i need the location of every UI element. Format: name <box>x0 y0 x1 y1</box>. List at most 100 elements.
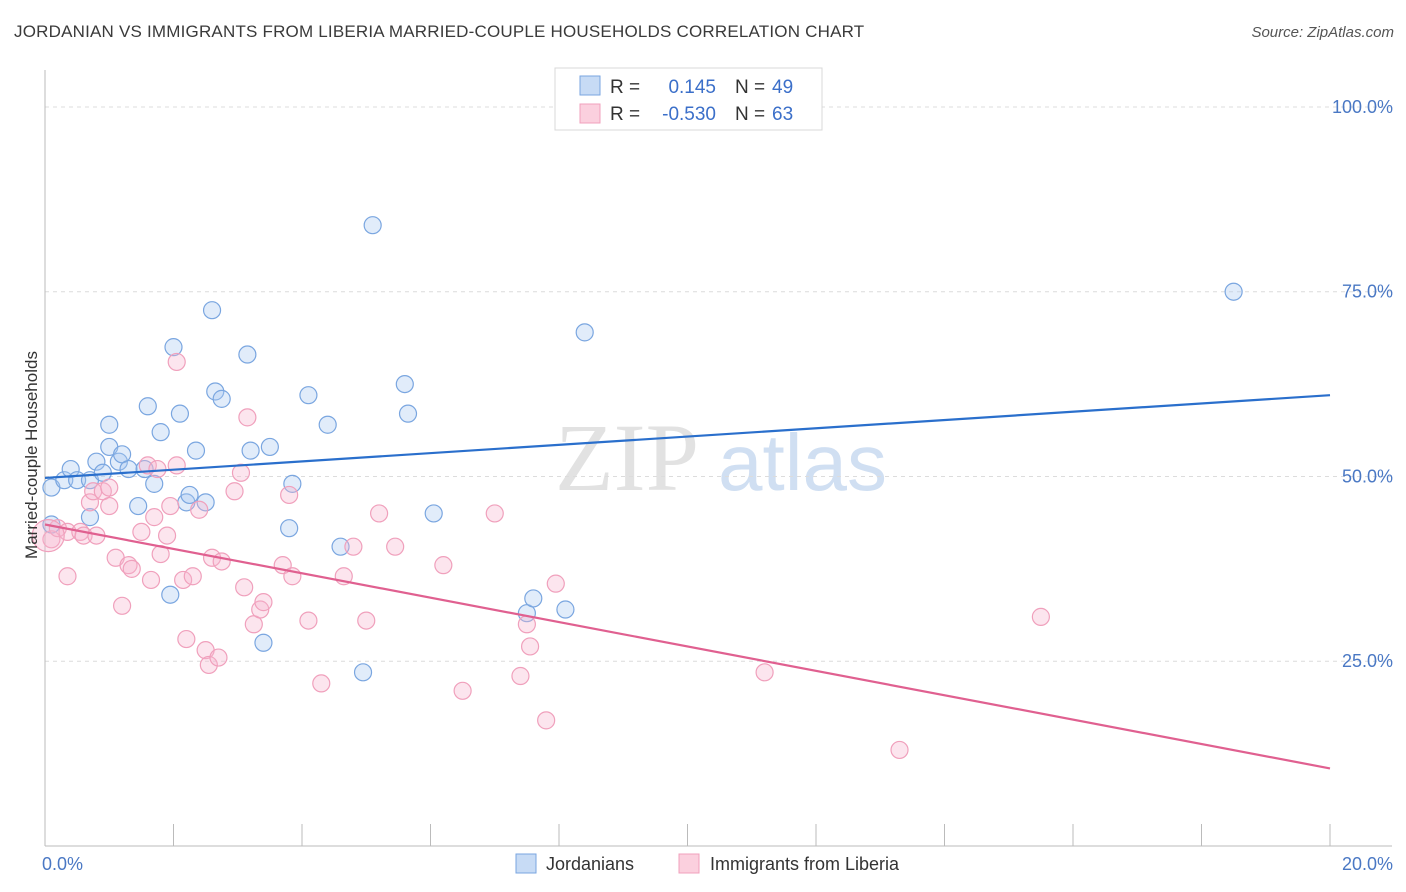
point-liberia-26 <box>174 570 193 590</box>
point-jordanians-36 <box>318 415 337 434</box>
point-liberia-53 <box>453 681 472 700</box>
point-jordanians-29 <box>238 345 257 364</box>
point-liberia-52 <box>434 556 453 575</box>
chart-title: JORDANIAN VS IMMIGRANTS FROM LIBERIA MAR… <box>14 22 865 41</box>
point-liberia-62 <box>1031 607 1050 626</box>
point-jordanians-30 <box>241 441 260 460</box>
point-jordanians-27 <box>206 382 225 401</box>
point-liberia-51 <box>386 537 405 556</box>
point-liberia-35 <box>225 482 244 501</box>
x-tick-label-1: 20.0% <box>1342 854 1393 874</box>
x-tick-label-0: 0.0% <box>42 854 83 874</box>
point-jordanians-33 <box>280 519 299 538</box>
point-liberia-49 <box>357 611 376 630</box>
point-liberia-48 <box>344 537 363 556</box>
point-jordanians-17 <box>145 474 164 493</box>
point-jordanians-3 <box>61 459 80 479</box>
point-liberia-17 <box>138 456 157 475</box>
y-tick-label-2: 50.0% <box>1342 466 1393 486</box>
point-liberia-24 <box>167 456 186 475</box>
stats-legend-r-label-1: R = <box>610 77 640 98</box>
point-liberia-15 <box>122 559 141 578</box>
point-liberia-37 <box>235 578 254 597</box>
point-liberia-11 <box>100 496 119 516</box>
point-jordanians-18 <box>151 423 170 442</box>
y-tick-label-1: 75.0% <box>1342 282 1393 302</box>
stats-legend-r-value-1: 0.145 <box>668 77 716 98</box>
y-tick-label-3: 25.0% <box>1342 651 1393 671</box>
series-legend-swatch-liberia <box>678 853 700 874</box>
axes <box>44 70 1392 847</box>
trend-layer <box>44 394 1331 770</box>
stats-legend-n-label-1: N = <box>735 77 765 98</box>
point-jordanians-13 <box>119 459 138 479</box>
point-liberia-60 <box>755 663 774 682</box>
point-jordanians-7 <box>87 452 106 471</box>
point-liberia-10 <box>100 478 119 497</box>
point-liberia-55 <box>511 666 530 686</box>
point-liberia-43 <box>280 485 299 505</box>
point-jordanians-38 <box>353 663 373 682</box>
stats-legend-n-value-2: 63 <box>772 104 793 125</box>
point-liberia-33 <box>209 648 228 667</box>
point-liberia-59 <box>546 574 565 593</box>
point-jordanians-46 <box>575 323 594 342</box>
watermark-atlas: atlas <box>718 418 887 507</box>
point-liberia-13 <box>112 596 132 615</box>
point-jordanians-28 <box>212 389 231 408</box>
trend-line-jordanians <box>44 394 1331 480</box>
point-jordanians-20 <box>164 338 183 357</box>
point-jordanians-26 <box>202 301 222 320</box>
point-liberia-3 <box>58 567 77 586</box>
point-liberia-61 <box>890 740 909 760</box>
point-jordanians-23 <box>180 485 199 505</box>
source-credit: Source: ZipAtlas.com <box>1251 24 1394 41</box>
point-liberia-56 <box>517 615 536 634</box>
stats-legend-n-label-2: N = <box>735 104 765 125</box>
gridlines <box>45 106 1392 662</box>
point-jordanians-21 <box>170 404 190 423</box>
point-liberia-38 <box>238 408 257 427</box>
point-jordanians-40 <box>395 374 414 394</box>
point-jordanians-44 <box>524 589 543 608</box>
stats-legend-r-value-2: -0.530 <box>662 104 716 125</box>
point-jordanians-35 <box>299 386 318 405</box>
point-jordanians-9 <box>100 415 119 434</box>
point-liberia-34 <box>212 552 231 571</box>
point-liberia-29 <box>190 500 209 519</box>
point-liberia-16 <box>132 522 151 542</box>
point-liberia-31 <box>199 655 218 675</box>
stats-legend-swatch-liberia <box>579 103 601 124</box>
point-liberia-0 <box>42 530 61 549</box>
point-jordanians-24 <box>186 441 206 460</box>
point-liberia-18 <box>141 570 161 590</box>
point-liberia-57 <box>520 637 540 656</box>
point-liberia-36 <box>231 463 251 482</box>
axis-ticks: 100.0% 75.0% 50.0% 25.0% 0.0% 20.0% <box>42 97 1393 874</box>
point-jordanians-25 <box>196 493 215 512</box>
point-jordanians-37 <box>331 537 350 556</box>
point-liberia-45 <box>299 611 318 630</box>
point-liberia-46 <box>312 674 331 693</box>
series-legend: Jordanians Immigrants from Liberia <box>515 853 900 874</box>
point-liberia-20 <box>148 459 167 479</box>
point-liberia-27 <box>177 629 196 649</box>
point-jordanians-32 <box>260 437 279 457</box>
point-jordanians-5 <box>80 508 100 527</box>
point-jordanians-41 <box>398 404 418 423</box>
point-jordanians-14 <box>129 496 148 516</box>
point-liberia-50 <box>370 504 389 523</box>
stats-legend-n-value-1: 49 <box>772 77 793 98</box>
point-jordanians-31 <box>254 633 273 652</box>
trend-line-liberia <box>44 523 1331 770</box>
point-liberia-25 <box>167 352 186 372</box>
series-legend-swatch-jordanians <box>515 853 537 874</box>
point-liberia-22 <box>157 526 177 545</box>
watermark-zip: ZIP <box>555 404 699 511</box>
point-liberia-41 <box>254 593 273 612</box>
point-liberia-6 <box>80 493 100 512</box>
stats-legend-r-label-2: R = <box>610 104 640 125</box>
point-jordanians-34 <box>283 474 302 493</box>
point-jordanians-16 <box>138 397 157 416</box>
